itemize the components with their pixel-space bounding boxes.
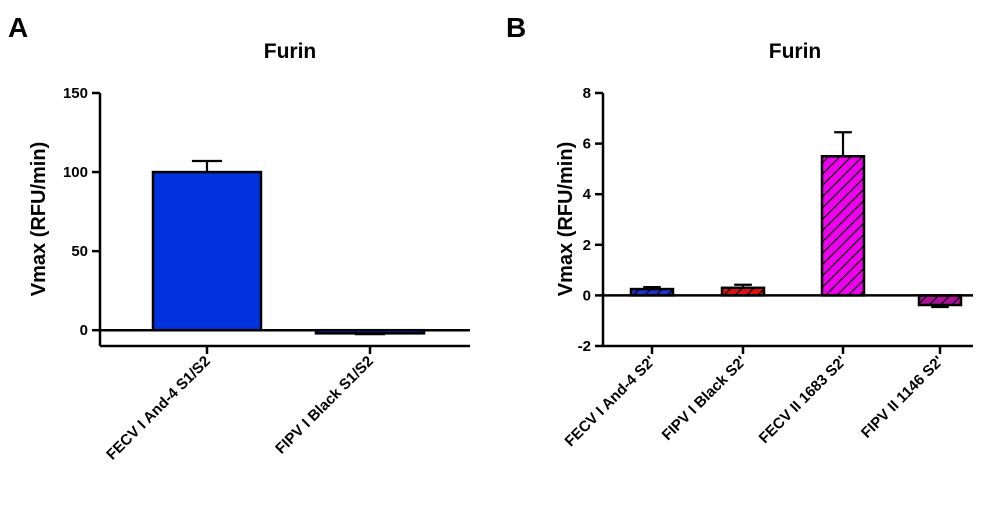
y-tick-label: 6 (583, 136, 591, 153)
y-tick-label: 50 (71, 243, 88, 260)
chart-title-b: Furin (769, 40, 822, 63)
bar (917, 294, 963, 307)
y-tick-label: 150 (63, 85, 88, 102)
chart-panel-a: A Furin Vmax (RFU/min) 0 50 100 150 FECV I … (8, 12, 470, 463)
category-label: FECV I And-4 S2' (562, 353, 659, 450)
y-tick-label: 100 (63, 164, 88, 181)
error-bar (734, 283, 752, 288)
error-bar (834, 131, 852, 157)
error-bar (643, 285, 661, 290)
y-ticks-a: 0 50 100 150 (63, 85, 100, 339)
chart-title-a: Furin (264, 40, 317, 63)
category-label: FECV I And-4 S1/S2 (103, 353, 214, 464)
chart-panel-b: B Furin Vmax (RFU/min) -2 0 2 4 6 8 FECV I An… (506, 12, 973, 450)
panel-letter-b: B (506, 12, 526, 43)
bars-a (151, 159, 426, 336)
category-label: FIPV I Black S2' (659, 353, 750, 444)
axes-b (601, 93, 973, 348)
category-labels-b: FECV I And-4 S2' FIPV I Black S2' FECV II … (562, 346, 947, 450)
category-label: FECV II 1683 S2' (756, 353, 850, 447)
error-bar (354, 333, 386, 336)
panel-letter-a: A (8, 12, 28, 43)
error-bar (191, 159, 223, 173)
y-tick-label: -2 (578, 338, 591, 355)
y-axis-label-b: Vmax (RFU/min) (555, 142, 577, 296)
y-axis-label-a: Vmax (RFU/min) (28, 142, 50, 296)
bar (151, 170, 263, 332)
bars-b (629, 131, 963, 309)
y-tick-label: 4 (583, 186, 592, 203)
category-label: FIPV II 1146 S2' (858, 353, 947, 442)
y-tick-label: 2 (583, 237, 591, 254)
y-tick-label: 0 (583, 287, 591, 304)
bar (820, 155, 866, 297)
y-tick-label: 0 (80, 322, 88, 339)
y-tick-label: 8 (583, 85, 591, 102)
category-label: FIPV I Black S1/S2 (272, 353, 377, 458)
y-ticks-b: -2 0 2 4 6 8 (578, 85, 603, 355)
error-bar (931, 305, 949, 309)
category-labels-a: FECV I And-4 S1/S2 FIPV I Black S1/S2 (103, 346, 377, 463)
axes-a (98, 93, 470, 348)
